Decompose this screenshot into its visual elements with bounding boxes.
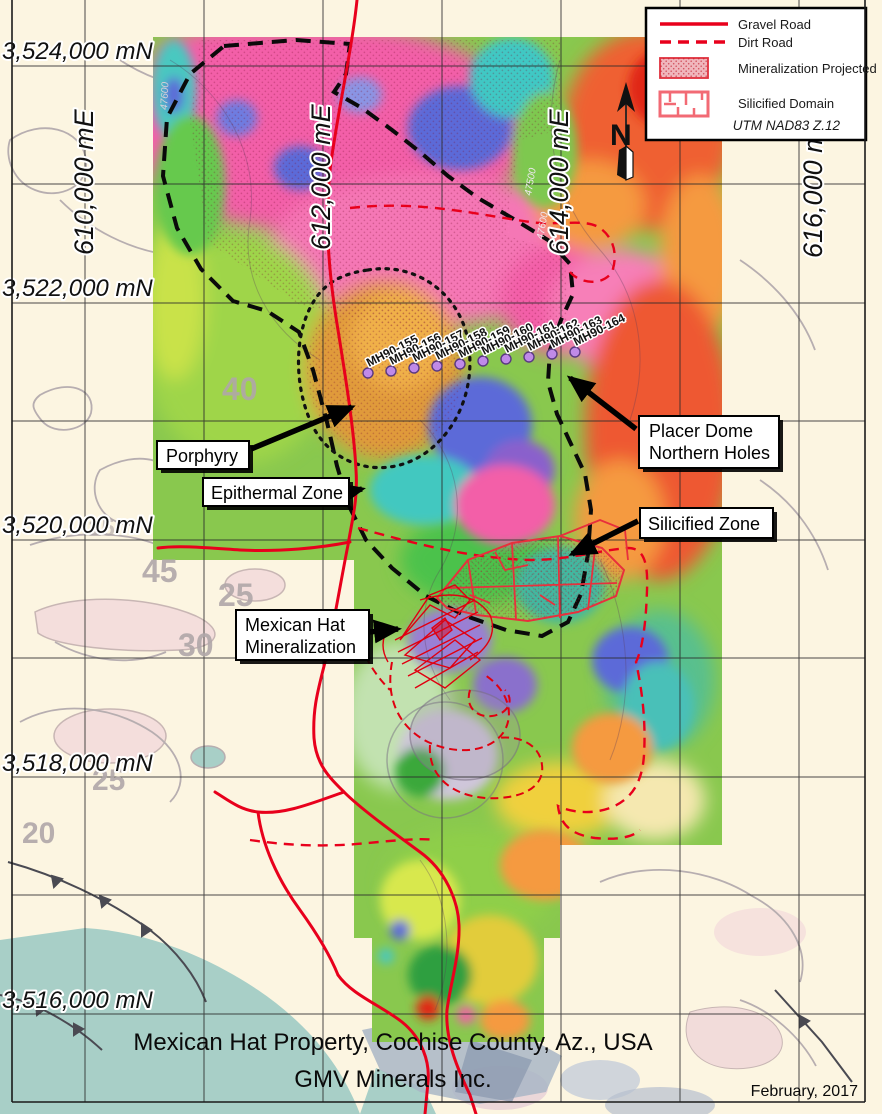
callout-epithermal-label: Epithermal Zone: [211, 483, 343, 503]
northing-label: 3,516,000 mN: [2, 987, 153, 1014]
contour-label: 47600: [535, 211, 551, 241]
callout-placer-dome: Placer Dome Northern Holes: [638, 415, 783, 472]
map-title-line1: Mexican Hat Property, Cochise County, Az…: [133, 1029, 652, 1056]
map-title-line2: GMV Minerals Inc.: [294, 1066, 491, 1093]
dip-label: 25: [92, 764, 125, 797]
callout-epithermal: Epithermal Zone: [202, 477, 353, 510]
north-arrow-head: [617, 82, 635, 112]
callout-silicified-label: Silicified Zone: [648, 514, 760, 534]
legend-mineralization-label: Mineralization Projected: [738, 61, 877, 76]
dip-label: 20: [22, 817, 55, 850]
title-block: Mexican Hat Property, Cochise County, Az…: [133, 1029, 858, 1100]
callout-silicified: Silicified Zone: [639, 507, 777, 542]
dip-label: 45: [142, 553, 178, 589]
porphyry-outline: [296, 267, 472, 470]
callout-mexican-hat: Mexican Hat Mineralization: [235, 609, 373, 664]
northing-label: 3,520,000 mN: [2, 512, 153, 539]
mexican-hat-arrow: [368, 619, 402, 644]
callout-placer-line2: Northern Holes: [649, 443, 770, 463]
callout-placer-line1: Placer Dome: [649, 421, 753, 441]
mexican-hat-wireframe: [382, 584, 494, 689]
geology-unit-teal: [0, 928, 360, 1114]
callout-mexican-hat-line2: Mineralization: [245, 637, 356, 657]
silicified-arrow: [568, 518, 640, 557]
dip-labels: 40 45 25 30 25 20 15: [22, 371, 258, 850]
silicified-domain: [448, 519, 629, 620]
dip-label: 15: [88, 515, 115, 542]
map-date: February, 2017: [751, 1083, 858, 1100]
contour-labels: 47500 47600 47600: [159, 81, 551, 240]
northing-label: 3,518,000 mN: [2, 750, 153, 777]
callout-porphyry: Porphyry: [156, 440, 253, 473]
dip-label: 30: [178, 627, 214, 663]
legend-gravel-road-label: Gravel Road: [738, 17, 811, 32]
legend-mineralization-swatch: [659, 57, 709, 79]
contour-label: 47600: [159, 81, 171, 110]
dip-label: 40: [222, 371, 258, 407]
easting-label: 610,000 mE: [69, 108, 99, 255]
dip-label: 25: [218, 577, 254, 613]
northing-label: 3,522,000 mN: [2, 275, 153, 302]
easting-label: 614,000 mE: [544, 108, 574, 255]
legend-dirt-road-label: Dirt Road: [738, 35, 793, 50]
callout-mexican-hat-line1: Mexican Hat: [245, 615, 345, 635]
legend-datum-note: UTM NAD83 Z.12: [733, 118, 841, 133]
map-frame: [11, 0, 866, 1103]
porphyry-arrow: [249, 404, 356, 452]
coordinate-labels: 3,524,000 mN 3,522,000 mN 3,520,000 mN 3…: [0, 36, 830, 1016]
callouts: Porphyry Epithermal Zone Placer Dome Nor…: [156, 415, 783, 664]
north-arrow-letter: N: [610, 119, 632, 152]
contour-label: 47500: [523, 167, 539, 197]
callout-porphyry-label: Porphyry: [166, 446, 238, 466]
geology-unit-pink: [34, 598, 216, 652]
placer-dome-arrow: [566, 375, 638, 432]
map-legend: Gravel Road Dirt Road Mineralization Pro…: [644, 6, 877, 142]
easting-label: 612,000 mE: [306, 103, 336, 250]
north-arrow: N: [610, 82, 635, 181]
legend-silicified-swatch: [658, 90, 710, 118]
north-arrow-fletching: [617, 146, 626, 180]
legend-silicified-label: Silicified Domain: [738, 96, 834, 111]
northing-label: 3,524,000 mN: [2, 38, 153, 65]
